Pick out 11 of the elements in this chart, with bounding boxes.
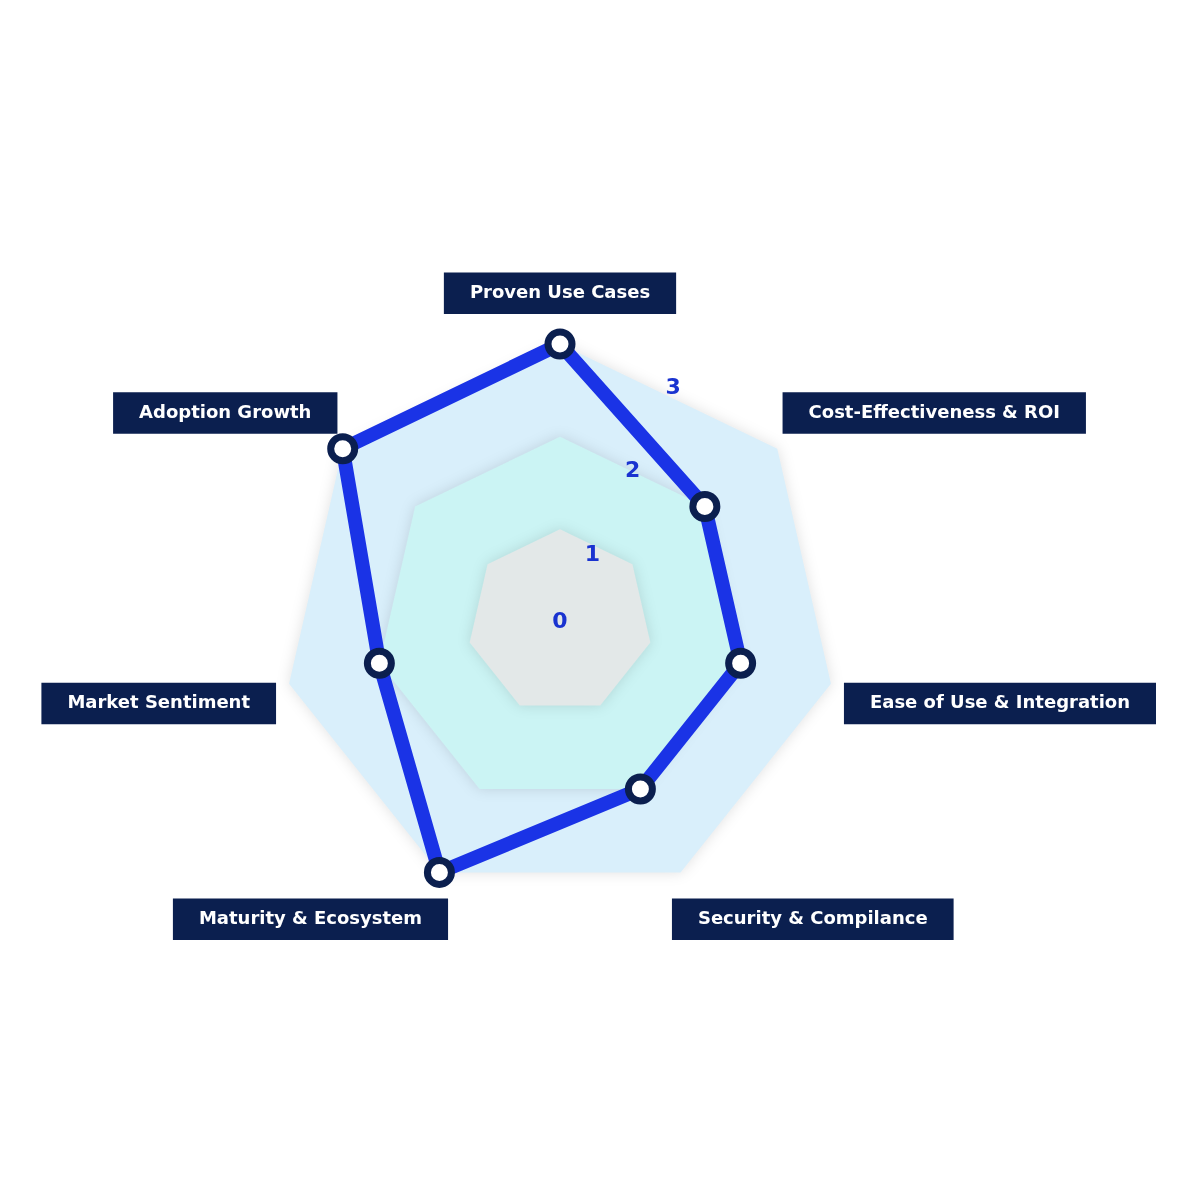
spoke-label: Adoption Growth (139, 400, 312, 422)
y-tick-label: 0 (552, 607, 568, 633)
spoke-label: Proven Use Cases (469, 280, 651, 302)
spoke-label: Ease of Use & Integration (869, 691, 1131, 713)
spoke-label: Market Sentiment (67, 691, 251, 713)
spoke-label: Security & Compilance (697, 906, 928, 928)
spoke-label: Maturity & Ecosystem (198, 906, 423, 928)
y-tick-label: 3 (665, 373, 681, 399)
y-tick-label: 2 (625, 457, 641, 483)
y-tick-label: 1 (584, 540, 601, 566)
spoke-label: Cost-Effectiveness & ROI (808, 400, 1060, 422)
